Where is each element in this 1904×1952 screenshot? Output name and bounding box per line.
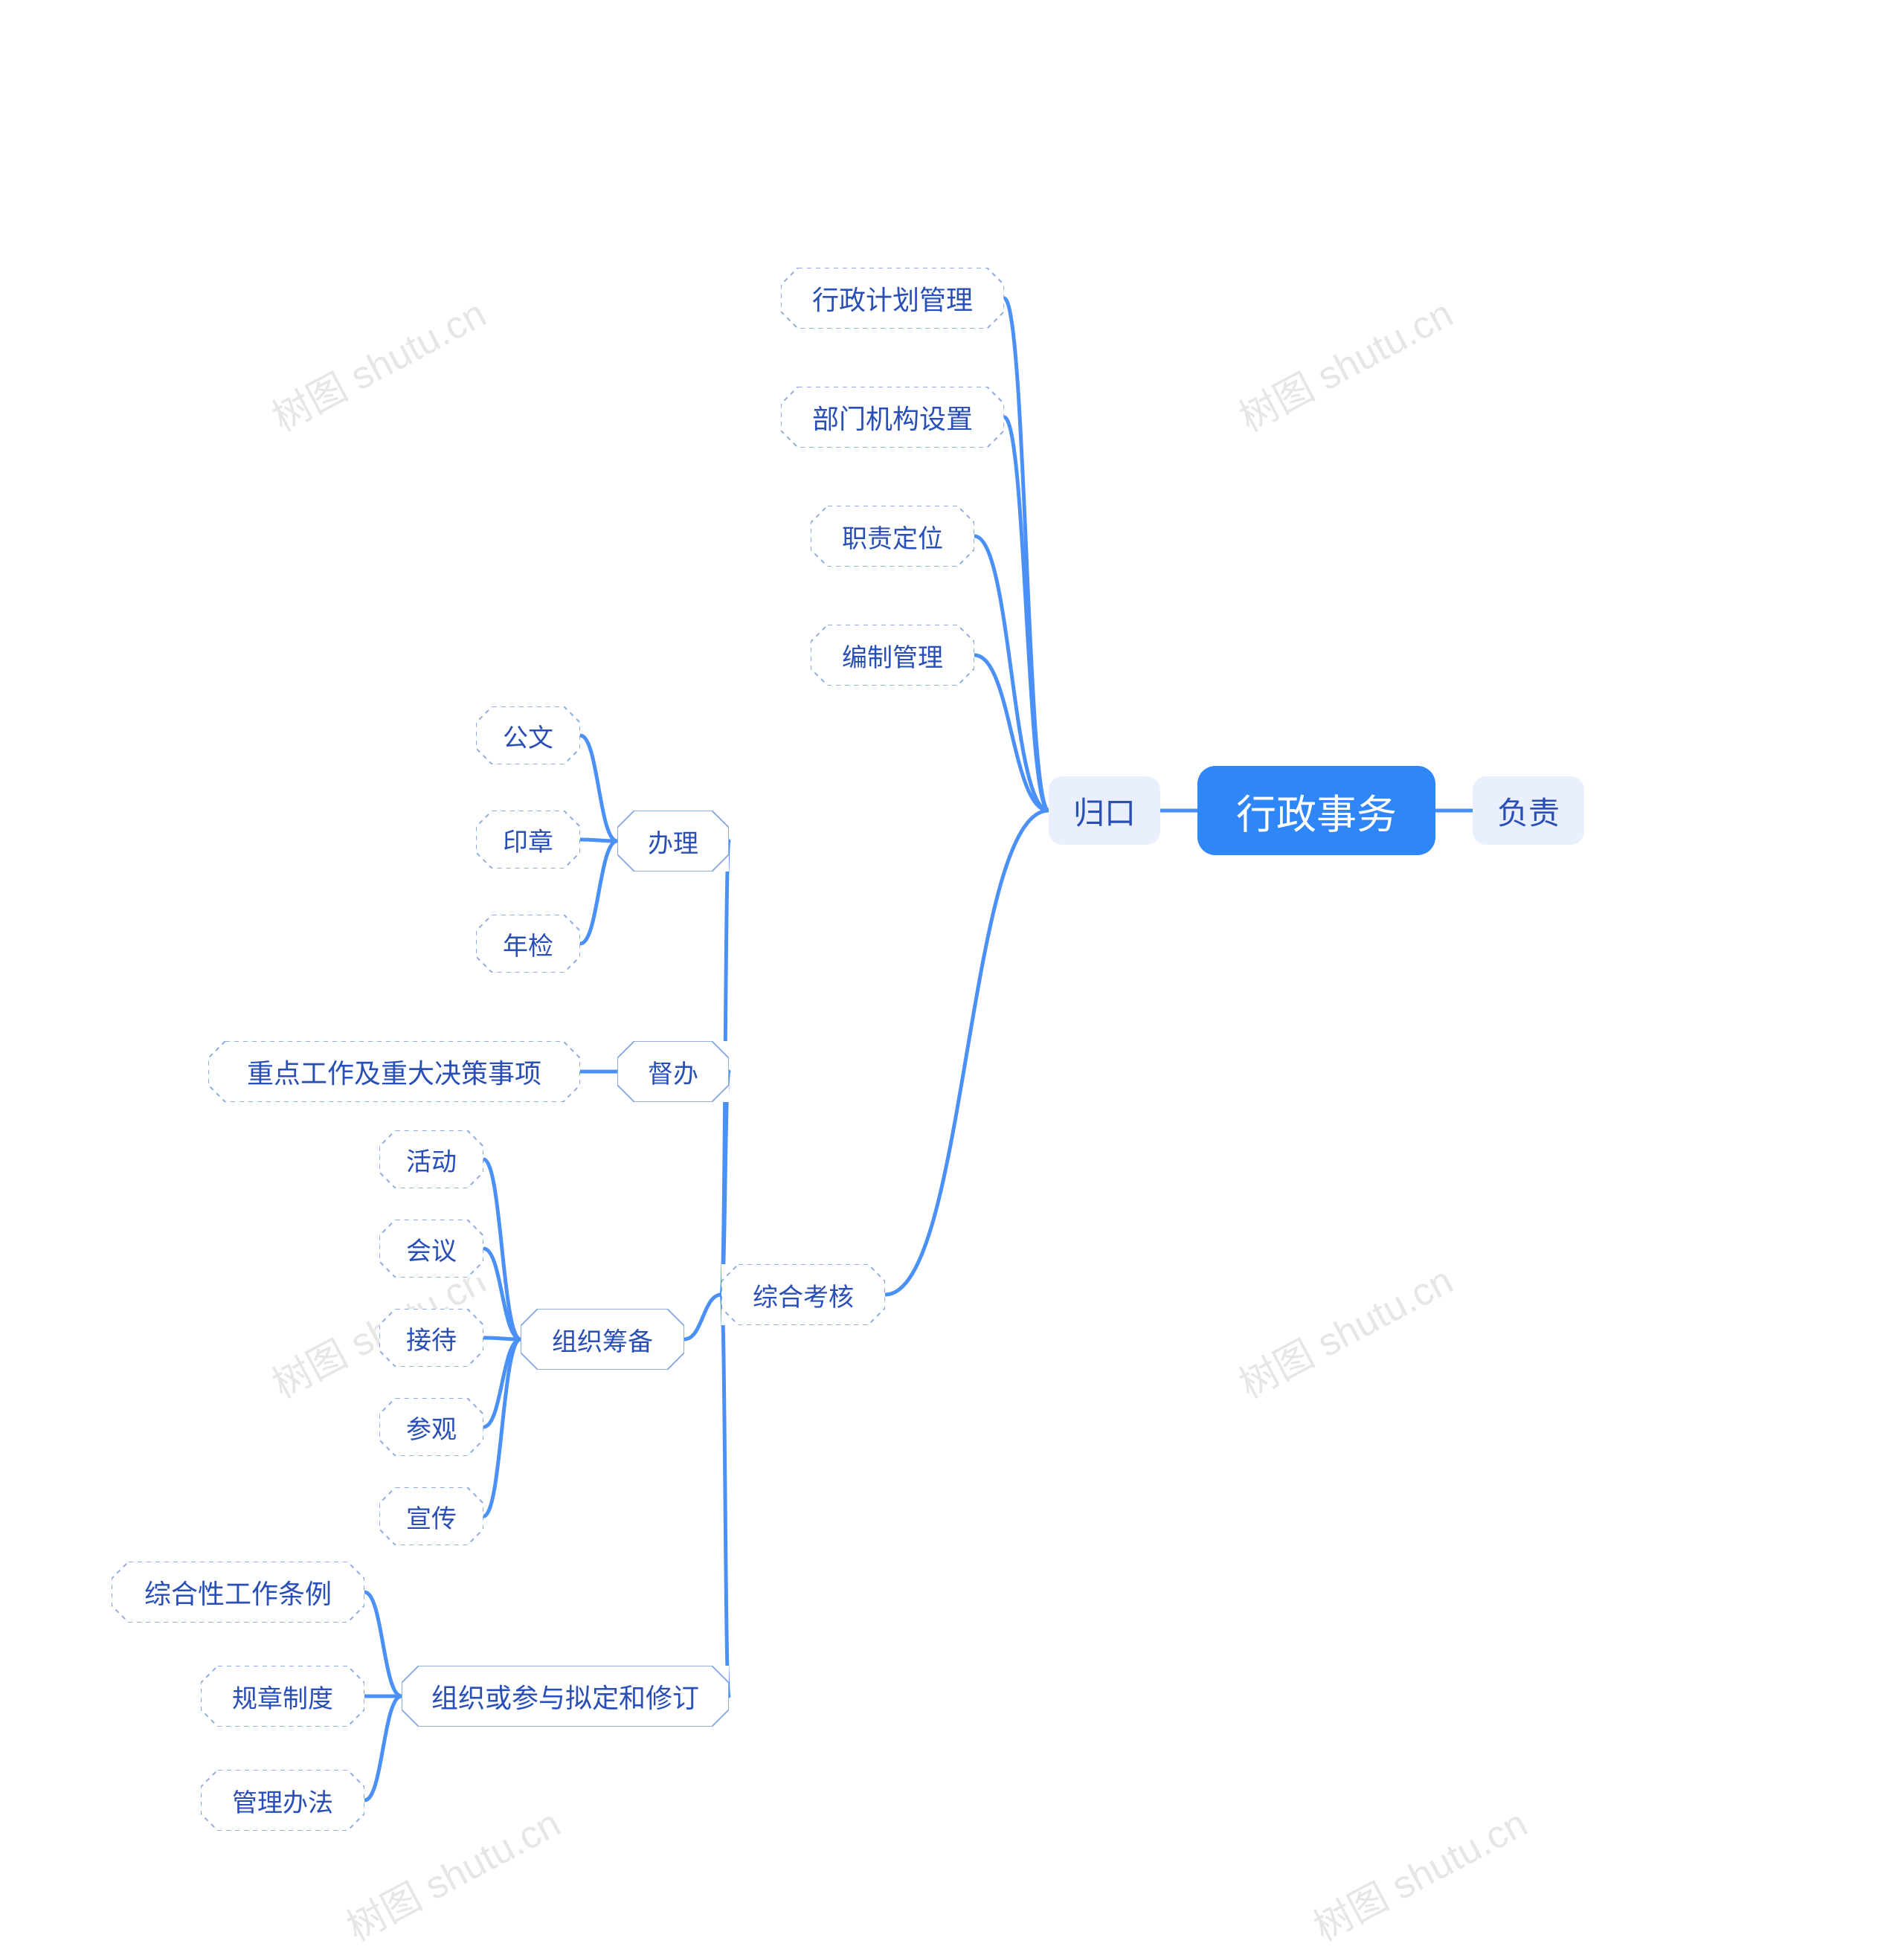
watermark: 树图 shutu.cn <box>1228 283 1461 442</box>
edge <box>580 735 617 841</box>
node-fuze[interactable]: 负责 <box>1473 776 1584 845</box>
node-n_dept[interactable]: 部门机构设置 <box>781 387 1004 448</box>
edge <box>580 841 617 944</box>
edge <box>974 655 1049 811</box>
node-label: 规章制度 <box>232 1678 333 1715</box>
node-n_huod[interactable]: 活动 <box>379 1130 483 1188</box>
edge <box>1004 417 1049 811</box>
node-root[interactable]: 行政事务 <box>1197 766 1435 855</box>
node-n_jiedai[interactable]: 接待 <box>379 1309 483 1367</box>
edge <box>721 1295 729 1696</box>
node-n_nidin[interactable]: 组织或参与拟定和修订 <box>402 1666 729 1727</box>
edge <box>580 840 617 841</box>
edge <box>885 811 1049 1295</box>
node-n_gongw[interactable]: 公文 <box>476 706 580 764</box>
edge <box>684 1295 721 1339</box>
node-label: 组织筹备 <box>552 1321 653 1358</box>
mindmap-stage: 树图 shutu.cn树图 shutu.cn树图 shutu.cn树图 shut… <box>0 0 1904 1885</box>
edge <box>364 1696 402 1800</box>
node-n_huiyi[interactable]: 会议 <box>379 1220 483 1278</box>
node-label: 编制管理 <box>842 637 943 674</box>
node-n_xuanc[interactable]: 宣传 <box>379 1487 483 1545</box>
edge <box>974 536 1049 811</box>
node-n_duban[interactable]: 督办 <box>617 1041 729 1102</box>
node-n_duty[interactable]: 职责定位 <box>811 506 974 567</box>
node-n_plan[interactable]: 行政计划管理 <box>781 268 1004 329</box>
node-n_yinz[interactable]: 印章 <box>476 811 580 869</box>
node-label: 活动 <box>406 1141 457 1178</box>
node-label: 印章 <box>503 822 553 858</box>
node-n_zhongd[interactable]: 重点工作及重大决策事项 <box>208 1041 580 1102</box>
edge <box>1004 298 1049 811</box>
node-label: 综合考核 <box>753 1277 854 1313</box>
node-label: 参观 <box>406 1409 457 1446</box>
node-n_tiaol[interactable]: 综合性工作条例 <box>112 1562 364 1623</box>
node-n_guizh[interactable]: 规章制度 <box>201 1666 364 1727</box>
node-n_kaohe[interactable]: 综合考核 <box>721 1264 885 1325</box>
node-label: 重点工作及重大决策事项 <box>247 1052 541 1091</box>
node-n_nianj[interactable]: 年检 <box>476 915 580 973</box>
watermark: 树图 shutu.cn <box>261 283 494 442</box>
node-label: 宣传 <box>406 1498 457 1535</box>
node-guikou[interactable]: 归口 <box>1049 776 1160 845</box>
node-n_banli[interactable]: 办理 <box>617 811 729 872</box>
node-label: 负责 <box>1497 788 1560 834</box>
node-label: 年检 <box>503 926 553 962</box>
node-label: 行政计划管理 <box>812 279 973 318</box>
edge <box>483 1159 521 1339</box>
watermark: 树图 shutu.cn <box>1302 1792 1535 1951</box>
node-label: 督办 <box>648 1054 698 1090</box>
edge <box>483 1338 521 1339</box>
node-label: 行政事务 <box>1236 782 1397 840</box>
node-n_zuzhi[interactable]: 组织筹备 <box>521 1309 684 1370</box>
watermark: 树图 shutu.cn <box>335 1792 568 1951</box>
node-n_guanl[interactable]: 管理办法 <box>201 1770 364 1831</box>
node-label: 会议 <box>406 1231 457 1267</box>
node-label: 职责定位 <box>842 518 943 555</box>
node-label: 部门机构设置 <box>812 398 973 437</box>
edge <box>483 1249 521 1339</box>
node-label: 公文 <box>503 718 553 754</box>
node-label: 组织或参与拟定和修订 <box>431 1677 699 1716</box>
node-n_cangu[interactable]: 参观 <box>379 1398 483 1456</box>
edge <box>364 1592 402 1696</box>
node-label: 接待 <box>406 1320 457 1356</box>
edge <box>721 1072 729 1295</box>
edge <box>483 1339 521 1427</box>
node-label: 管理办法 <box>232 1782 333 1819</box>
node-label: 综合性工作条例 <box>144 1573 332 1611</box>
edge <box>483 1339 521 1516</box>
node-n_bianz[interactable]: 编制管理 <box>811 625 974 686</box>
watermark: 树图 shutu.cn <box>1228 1249 1461 1408</box>
node-label: 归口 <box>1073 788 1136 834</box>
node-label: 办理 <box>648 823 698 860</box>
